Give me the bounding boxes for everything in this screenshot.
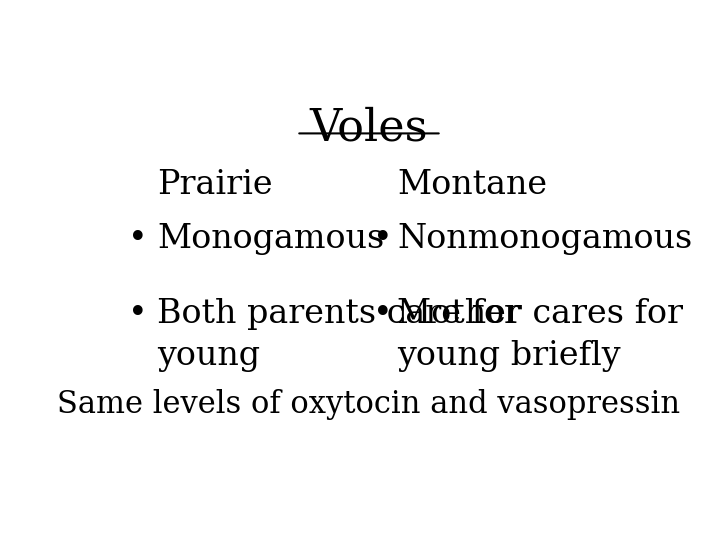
- Text: Same levels of oxytocin and vasopressin: Same levels of oxytocin and vasopressin: [58, 389, 680, 420]
- Text: Both parents care for
young: Both parents care for young: [157, 298, 520, 372]
- Text: Mother cares for
young briefly: Mother cares for young briefly: [397, 298, 683, 372]
- Text: Prairie: Prairie: [157, 168, 273, 201]
- Text: •: •: [127, 298, 148, 329]
- Text: Montane: Montane: [397, 168, 547, 201]
- Text: •: •: [373, 223, 393, 255]
- Text: Voles: Voles: [310, 106, 428, 150]
- Text: Monogamous: Monogamous: [157, 223, 384, 255]
- Text: •: •: [127, 223, 148, 255]
- Text: •: •: [373, 298, 393, 329]
- Text: Nonmonogamous: Nonmonogamous: [397, 223, 692, 255]
